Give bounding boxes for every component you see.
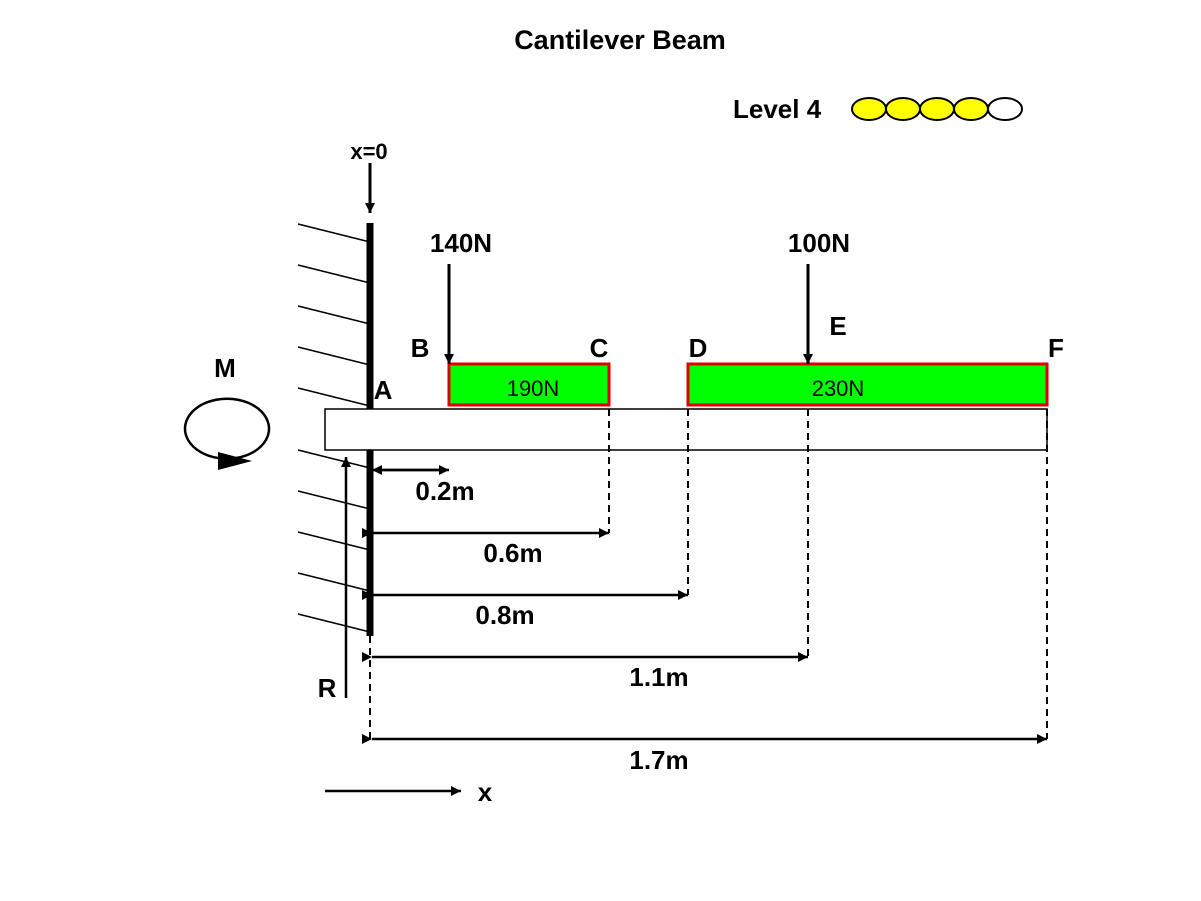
x-axis-label: x <box>478 777 493 807</box>
diagram-title: Cantilever Beam <box>514 25 726 55</box>
level-label: Level 4 <box>733 94 822 124</box>
wall-hatching <box>297 223 371 633</box>
point-a-label: A <box>374 375 393 405</box>
moment-arrowhead <box>218 452 252 470</box>
level-indicator <box>851 97 1023 121</box>
distributed-load-df <box>686 362 1049 407</box>
dimension-0-6m-label: 0.6m <box>483 538 542 568</box>
point-d-label: D <box>689 333 708 363</box>
distributed-load-bc-label: 190N <box>507 376 560 401</box>
level-dot-3 <box>919 97 955 121</box>
point-c-label: C <box>590 333 609 363</box>
point-b-label: B <box>411 333 430 363</box>
dimension-1-1m-label: 1.1m <box>629 662 688 692</box>
dimension-0-8m-label: 0.8m <box>475 600 534 630</box>
beam <box>324 408 1048 451</box>
moment-label: M <box>214 353 236 383</box>
point-e-label: E <box>829 311 846 341</box>
origin-label: x=0 <box>350 139 387 164</box>
moment-arrow <box>183 397 271 460</box>
level-dot-5 <box>987 97 1023 121</box>
point-load-b-label: 140N <box>430 228 492 258</box>
level-dot-4 <box>953 97 989 121</box>
level-dot-1 <box>851 97 887 121</box>
distributed-load-df-label: 230N <box>812 376 865 401</box>
level-dot-2 <box>885 97 921 121</box>
point-f-label: F <box>1048 333 1064 363</box>
point-load-e-label: 100N <box>788 228 850 258</box>
distributed-load-bc <box>447 362 611 407</box>
dimension-0-2m-label: 0.2m <box>415 476 474 506</box>
reaction-force-label: R <box>318 673 337 703</box>
extension-lines <box>369 409 1048 739</box>
dimension-1-7m-label: 1.7m <box>629 745 688 775</box>
